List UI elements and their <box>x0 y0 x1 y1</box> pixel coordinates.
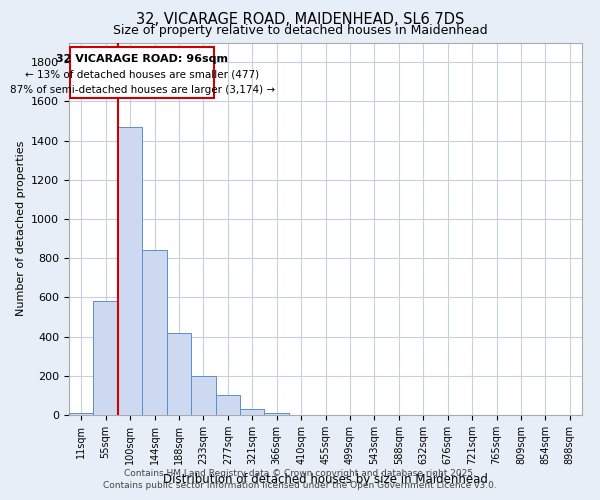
X-axis label: Distribution of detached houses by size in Maidenhead: Distribution of detached houses by size … <box>163 472 488 486</box>
Text: 32, VICARAGE ROAD, MAIDENHEAD, SL6 7DS: 32, VICARAGE ROAD, MAIDENHEAD, SL6 7DS <box>136 12 464 28</box>
Bar <box>240 409 265 415</box>
Bar <box>94 302 118 415</box>
Bar <box>167 332 191 415</box>
Text: Size of property relative to detached houses in Maidenhead: Size of property relative to detached ho… <box>113 24 487 37</box>
Bar <box>215 396 240 415</box>
Bar <box>142 250 167 415</box>
Y-axis label: Number of detached properties: Number of detached properties <box>16 141 26 316</box>
Text: 32 VICARAGE ROAD: 96sqm: 32 VICARAGE ROAD: 96sqm <box>56 54 228 64</box>
Text: 87% of semi-detached houses are larger (3,174) →: 87% of semi-detached houses are larger (… <box>10 84 275 94</box>
Text: ← 13% of detached houses are smaller (477): ← 13% of detached houses are smaller (47… <box>25 70 259 80</box>
Bar <box>191 376 215 415</box>
Text: Contains HM Land Registry data © Crown copyright and database right 2025.: Contains HM Land Registry data © Crown c… <box>124 469 476 478</box>
Bar <box>265 413 289 415</box>
Bar <box>118 127 142 415</box>
FancyBboxPatch shape <box>70 48 214 98</box>
Text: Contains public sector information licensed under the Open Government Licence v3: Contains public sector information licen… <box>103 481 497 490</box>
Bar <box>69 413 94 415</box>
